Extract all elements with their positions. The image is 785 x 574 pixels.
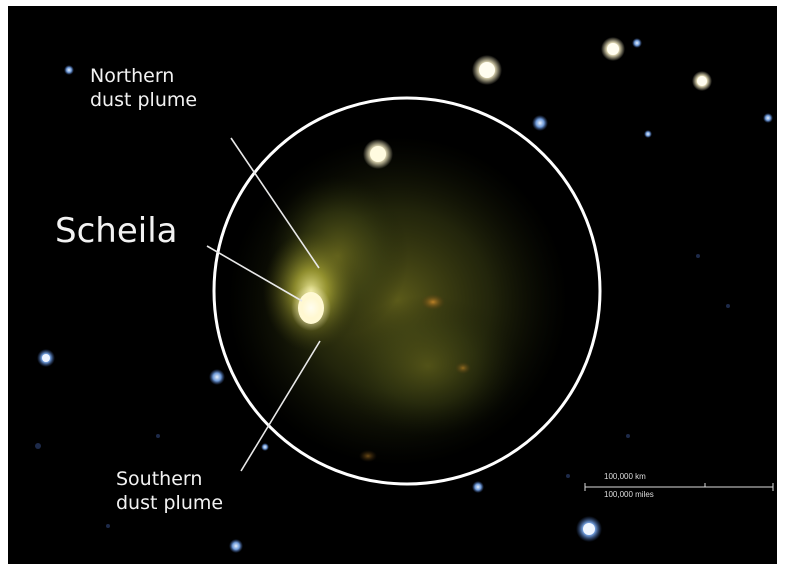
scheila-label: Scheila: [55, 211, 178, 251]
northern-plume-label: Northern dust plume: [90, 64, 197, 112]
southern-plume-line1: Southern: [116, 468, 203, 490]
faint-background-stars: [35, 254, 730, 528]
northern-plume-line1: Northern: [90, 65, 175, 87]
northern-plume-line2: dust plume: [90, 89, 198, 111]
bright-stars: [37, 37, 773, 553]
southern-plume-line2: dust plume: [116, 492, 224, 514]
scale-bar: [584, 483, 774, 491]
highlight-circle: [212, 96, 602, 486]
southern-plume-label: Southern dust plume: [116, 467, 223, 515]
scale-miles-label: 100,000 miles: [604, 490, 654, 499]
image-frame: Northern dust plume Scheila Southern dus…: [8, 6, 777, 564]
scale-km-label: 100,000 km: [604, 472, 646, 481]
pointer-lines: [206, 137, 321, 472]
scheila-asteroid-image: [8, 6, 777, 564]
